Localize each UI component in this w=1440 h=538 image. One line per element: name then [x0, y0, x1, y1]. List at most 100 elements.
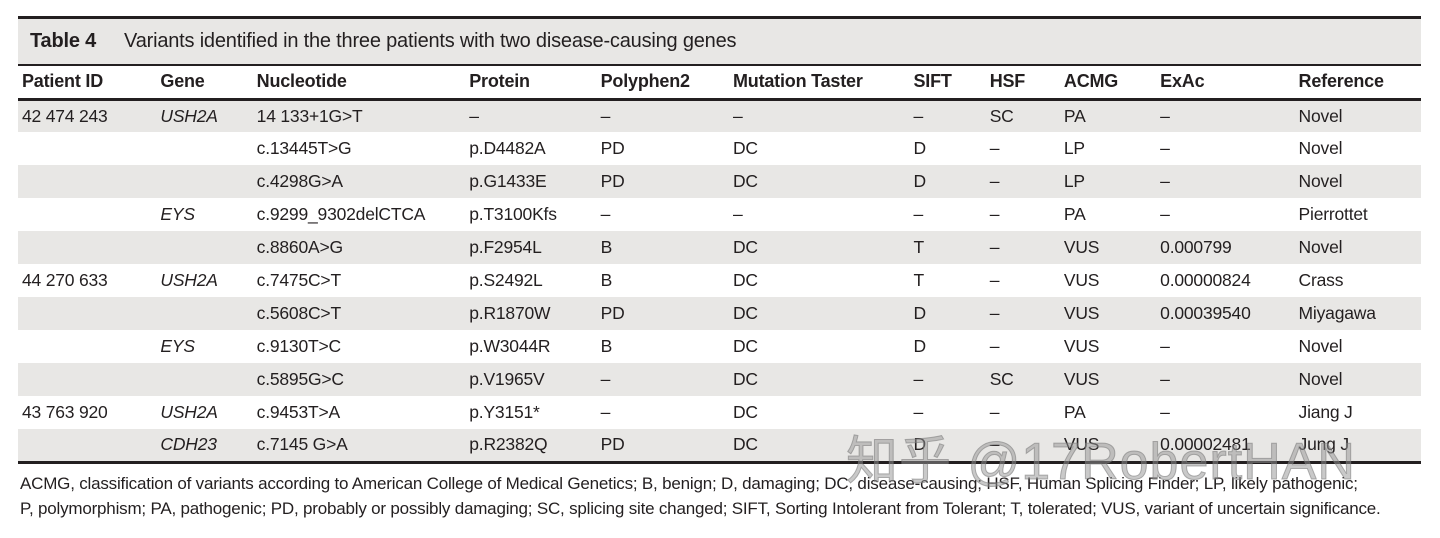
cell-reference: Jung J	[1298, 434, 1350, 455]
cell-mutation_taster: DC	[732, 270, 758, 290]
table-row: CDH23 c.7145 G>A p.R2382Q PD DC D – VUS 0.000024…	[18, 429, 1421, 462]
cell-exac: –	[1160, 171, 1170, 191]
table-caption: Variants identified in the three patient…	[124, 30, 737, 52]
cell-nucleotide: c.4298G>A	[256, 171, 343, 191]
cell-nucleotide: c.9453T>A	[256, 402, 341, 422]
cell-polyphen2: –	[600, 204, 611, 224]
cell-acmg: VUS	[1063, 369, 1100, 389]
cell-reference: Novel	[1298, 105, 1343, 126]
cell-reference: Novel	[1298, 171, 1343, 191]
cell-mutation_taster: DC	[732, 237, 758, 257]
cell-gene: USH2A	[160, 105, 218, 126]
header-row: Patient ID Gene Nucleotide Protein Polyphen2…	[18, 66, 1421, 101]
cell-gene: USH2A	[160, 402, 218, 422]
cell-patient_id: 42 474 243	[22, 105, 108, 126]
cell-polyphen2: PD	[600, 138, 625, 158]
cell-gene: USH2A	[160, 270, 218, 290]
cell-protein: –	[469, 105, 479, 126]
column-header-exac: ExAc	[1156, 66, 1295, 101]
table-row: 43 763 920 USH2A c.9453T>A p.Y3151* – DC – – PA –…	[18, 396, 1421, 429]
cell-polyphen2: PD	[600, 303, 625, 323]
cell-exac: –	[1160, 204, 1170, 224]
cell-gene: CDH23	[160, 434, 217, 455]
cell-nucleotide: c.7145 G>A	[256, 434, 348, 455]
cell-mutation_taster: DC	[732, 138, 758, 158]
cell-acmg: LP	[1063, 138, 1085, 158]
cell-patient_id: 43 763 920	[22, 402, 108, 422]
cell-hsf: –	[989, 402, 1000, 422]
cell-reference: Jiang J	[1298, 402, 1353, 422]
column-header-reference: Reference	[1294, 66, 1421, 101]
cell-exac: 0.00002481	[1160, 434, 1251, 455]
cell-reference: Novel	[1298, 138, 1343, 158]
cell-patient_id	[18, 165, 156, 198]
cell-reference: Novel	[1298, 369, 1343, 389]
cell-polyphen2: –	[600, 402, 611, 422]
column-header-protein: Protein	[465, 66, 597, 101]
column-header-gene: Gene	[156, 66, 253, 101]
cell-sift: –	[913, 204, 924, 224]
cell-sift: D	[913, 171, 926, 191]
cell-protein: p.S2492L	[469, 270, 543, 290]
column-header-hsf: HSF	[985, 66, 1060, 101]
cell-hsf: –	[989, 270, 1000, 290]
cell-reference: Miyagawa	[1298, 303, 1376, 323]
cell-mutation_taster: DC	[732, 434, 758, 455]
cell-nucleotide: c.5608C>T	[256, 303, 341, 323]
table-row: EYS c.9130T>C p.W3044R B DC D – VUS – Novel	[18, 330, 1421, 363]
cell-exac: 0.000799	[1160, 237, 1232, 257]
cell-hsf: –	[989, 138, 1000, 158]
cell-protein: p.F2954L	[469, 237, 542, 257]
cell-polyphen2: –	[600, 369, 611, 389]
table-row: c.4298G>A p.G1433E PD DC D – LP – Novel	[18, 165, 1421, 198]
cell-hsf: SC	[989, 369, 1014, 389]
cell-reference: Novel	[1298, 237, 1343, 257]
footnote-line-1: ACMG, classification of variants accordi…	[20, 473, 1358, 493]
cell-mutation_taster: DC	[732, 369, 758, 389]
column-header-acmg: ACMG	[1059, 66, 1157, 101]
table-footnote: ACMG, classification of variants accordi…	[18, 471, 1421, 521]
cell-nucleotide: c.5895G>C	[256, 369, 344, 389]
footnote-line-2: P, polymorphism; PA, pathogenic; PD, pro…	[20, 498, 1381, 518]
cell-gene: EYS	[160, 204, 195, 224]
cell-nucleotide: c.9130T>C	[256, 336, 341, 356]
cell-reference: Crass	[1298, 270, 1344, 290]
variants-table: Patient ID Gene Nucleotide Protein Polyphen2…	[18, 66, 1421, 464]
cell-nucleotide: c.9299_9302delCTCA	[256, 204, 426, 224]
cell-polyphen2: PD	[600, 434, 625, 455]
cell-sift: D	[913, 434, 926, 455]
cell-protein: p.V1965V	[469, 369, 545, 389]
cell-exac: 0.00039540	[1160, 303, 1251, 323]
column-header-nucleotide: Nucleotide	[252, 66, 466, 101]
table-title-band: Table 4 Variants identified in the three…	[18, 16, 1421, 66]
cell-acmg: LP	[1063, 171, 1085, 191]
cell-mutation_taster: –	[732, 204, 743, 224]
column-header-sift: SIFT	[909, 66, 986, 101]
cell-hsf: –	[989, 336, 1000, 356]
cell-sift: –	[913, 369, 924, 389]
cell-polyphen2: B	[600, 237, 613, 257]
cell-gene	[156, 231, 252, 264]
cell-protein: p.R1870W	[469, 303, 551, 323]
cell-mutation_taster: DC	[732, 402, 758, 422]
column-header-mutation_taster: Mutation Taster	[728, 66, 910, 101]
cell-patient_id	[18, 297, 156, 330]
cell-nucleotide: 14 133+1G>T	[256, 105, 363, 126]
cell-sift: T	[913, 270, 924, 290]
cell-gene: EYS	[160, 336, 195, 356]
cell-patient_id	[18, 198, 156, 231]
cell-hsf: –	[989, 434, 1000, 455]
table-header: Patient ID Gene Nucleotide Protein Polyphen2…	[18, 66, 1421, 101]
cell-hsf: –	[989, 171, 1000, 191]
cell-hsf: –	[989, 204, 1000, 224]
table-row: EYS c.9299_9302delCTCA p.T3100Kfs – – – – PA – Pi…	[18, 198, 1421, 231]
cell-nucleotide: c.8860A>G	[256, 237, 343, 257]
cell-hsf: –	[989, 303, 1000, 323]
table-row: 42 474 243 USH2A 14 133+1G>T – – – – SC PA – Novel	[18, 99, 1421, 132]
cell-sift: T	[913, 237, 924, 257]
cell-nucleotide: c.7475C>T	[256, 270, 341, 290]
table-row: c.13445T>G p.D4482A PD DC D – LP – Novel	[18, 132, 1421, 165]
cell-patient_id	[18, 132, 156, 165]
cell-patient_id	[18, 429, 156, 462]
